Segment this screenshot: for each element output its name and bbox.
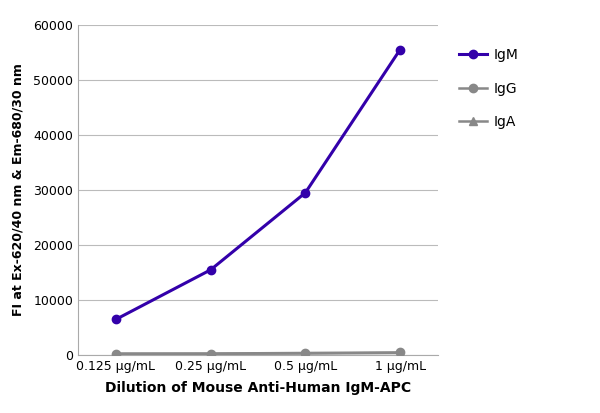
- IgM: [397, 47, 404, 52]
- Line: IgG: IgG: [112, 348, 404, 358]
- X-axis label: Dilution of Mouse Anti-Human IgM-APC: Dilution of Mouse Anti-Human IgM-APC: [105, 381, 411, 395]
- Line: IgA: IgA: [112, 349, 404, 358]
- Legend: IgM, IgG, IgA: IgM, IgG, IgA: [460, 48, 519, 129]
- IgG: [207, 351, 214, 356]
- IgM: [112, 317, 119, 322]
- IgM: [207, 267, 214, 272]
- IgA: [207, 351, 214, 356]
- IgG: [302, 351, 309, 356]
- Y-axis label: FI at Ex-620/40 nm & Em-680/30 nm: FI at Ex-620/40 nm & Em-680/30 nm: [12, 64, 25, 316]
- Line: IgM: IgM: [112, 45, 404, 323]
- IgM: [302, 190, 309, 195]
- IgG: [397, 350, 404, 355]
- IgA: [302, 351, 309, 356]
- IgA: [397, 351, 404, 356]
- IgG: [112, 351, 119, 356]
- IgA: [112, 351, 119, 356]
